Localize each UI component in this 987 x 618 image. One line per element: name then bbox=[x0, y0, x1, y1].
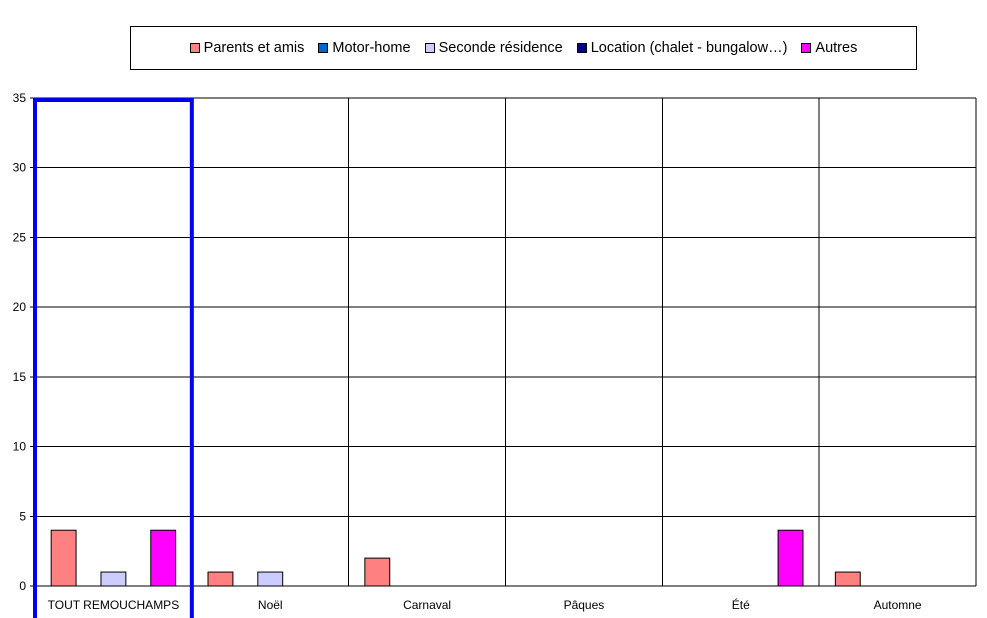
legend-swatch-parents-et-amis bbox=[189, 43, 200, 53]
legend-item-seconde-residence: Seconde résidence bbox=[424, 40, 563, 56]
bar-5-0 bbox=[834, 571, 861, 587]
y-tick-label-25: 25 bbox=[13, 230, 27, 244]
bar-0-4 bbox=[150, 529, 177, 587]
bar-2-0 bbox=[364, 557, 391, 587]
x-tick-label-0: TOUT REMOUCHAMPS bbox=[48, 598, 180, 612]
y-tick-label-20: 20 bbox=[13, 300, 27, 314]
legend-label-location: Location (chalet - bungalow…) bbox=[590, 40, 788, 56]
x-tick-label-3: Pâques bbox=[564, 598, 605, 612]
y-tick-label-30: 30 bbox=[13, 161, 27, 175]
legend-label-motor-home: Motor-home bbox=[332, 40, 411, 56]
legend-swatch-autres bbox=[801, 43, 812, 53]
y-tick-label-5: 5 bbox=[19, 509, 26, 523]
x-tick-label-5: Automne bbox=[874, 598, 922, 612]
legend-swatch-motor-home bbox=[318, 43, 329, 53]
legend-label-autres: Autres bbox=[815, 40, 858, 56]
legend-label-seconde-residence: Seconde résidence bbox=[438, 40, 563, 56]
y-tick-label-15: 15 bbox=[13, 370, 27, 384]
bar-1-2 bbox=[257, 571, 284, 587]
bar-0-2 bbox=[100, 571, 127, 587]
bar-0-0 bbox=[50, 529, 77, 587]
highlight-frame bbox=[33, 98, 194, 618]
legend-swatch-seconde-residence bbox=[424, 43, 435, 53]
x-tick-label-4: Été bbox=[732, 597, 750, 612]
legend: Parents et amis Motor-home Seconde résid… bbox=[130, 26, 917, 70]
y-tick-label-0: 0 bbox=[19, 579, 26, 593]
y-tick-label-35: 35 bbox=[13, 91, 27, 105]
bar-1-0 bbox=[207, 571, 234, 587]
x-tick-label-2: Carnaval bbox=[403, 598, 451, 612]
y-tick-label-10: 10 bbox=[13, 440, 27, 454]
legend-item-motor-home: Motor-home bbox=[318, 40, 411, 56]
x-tick-label-1: Noël bbox=[258, 598, 283, 612]
legend-label-parents-et-amis: Parents et amis bbox=[203, 40, 305, 56]
legend-item-location: Location (chalet - bungalow…) bbox=[576, 40, 788, 56]
legend-swatch-location bbox=[576, 43, 587, 53]
legend-item-parents-et-amis: Parents et amis bbox=[189, 40, 305, 56]
bar-4-4 bbox=[777, 529, 804, 587]
legend-item-autres: Autres bbox=[801, 40, 857, 56]
